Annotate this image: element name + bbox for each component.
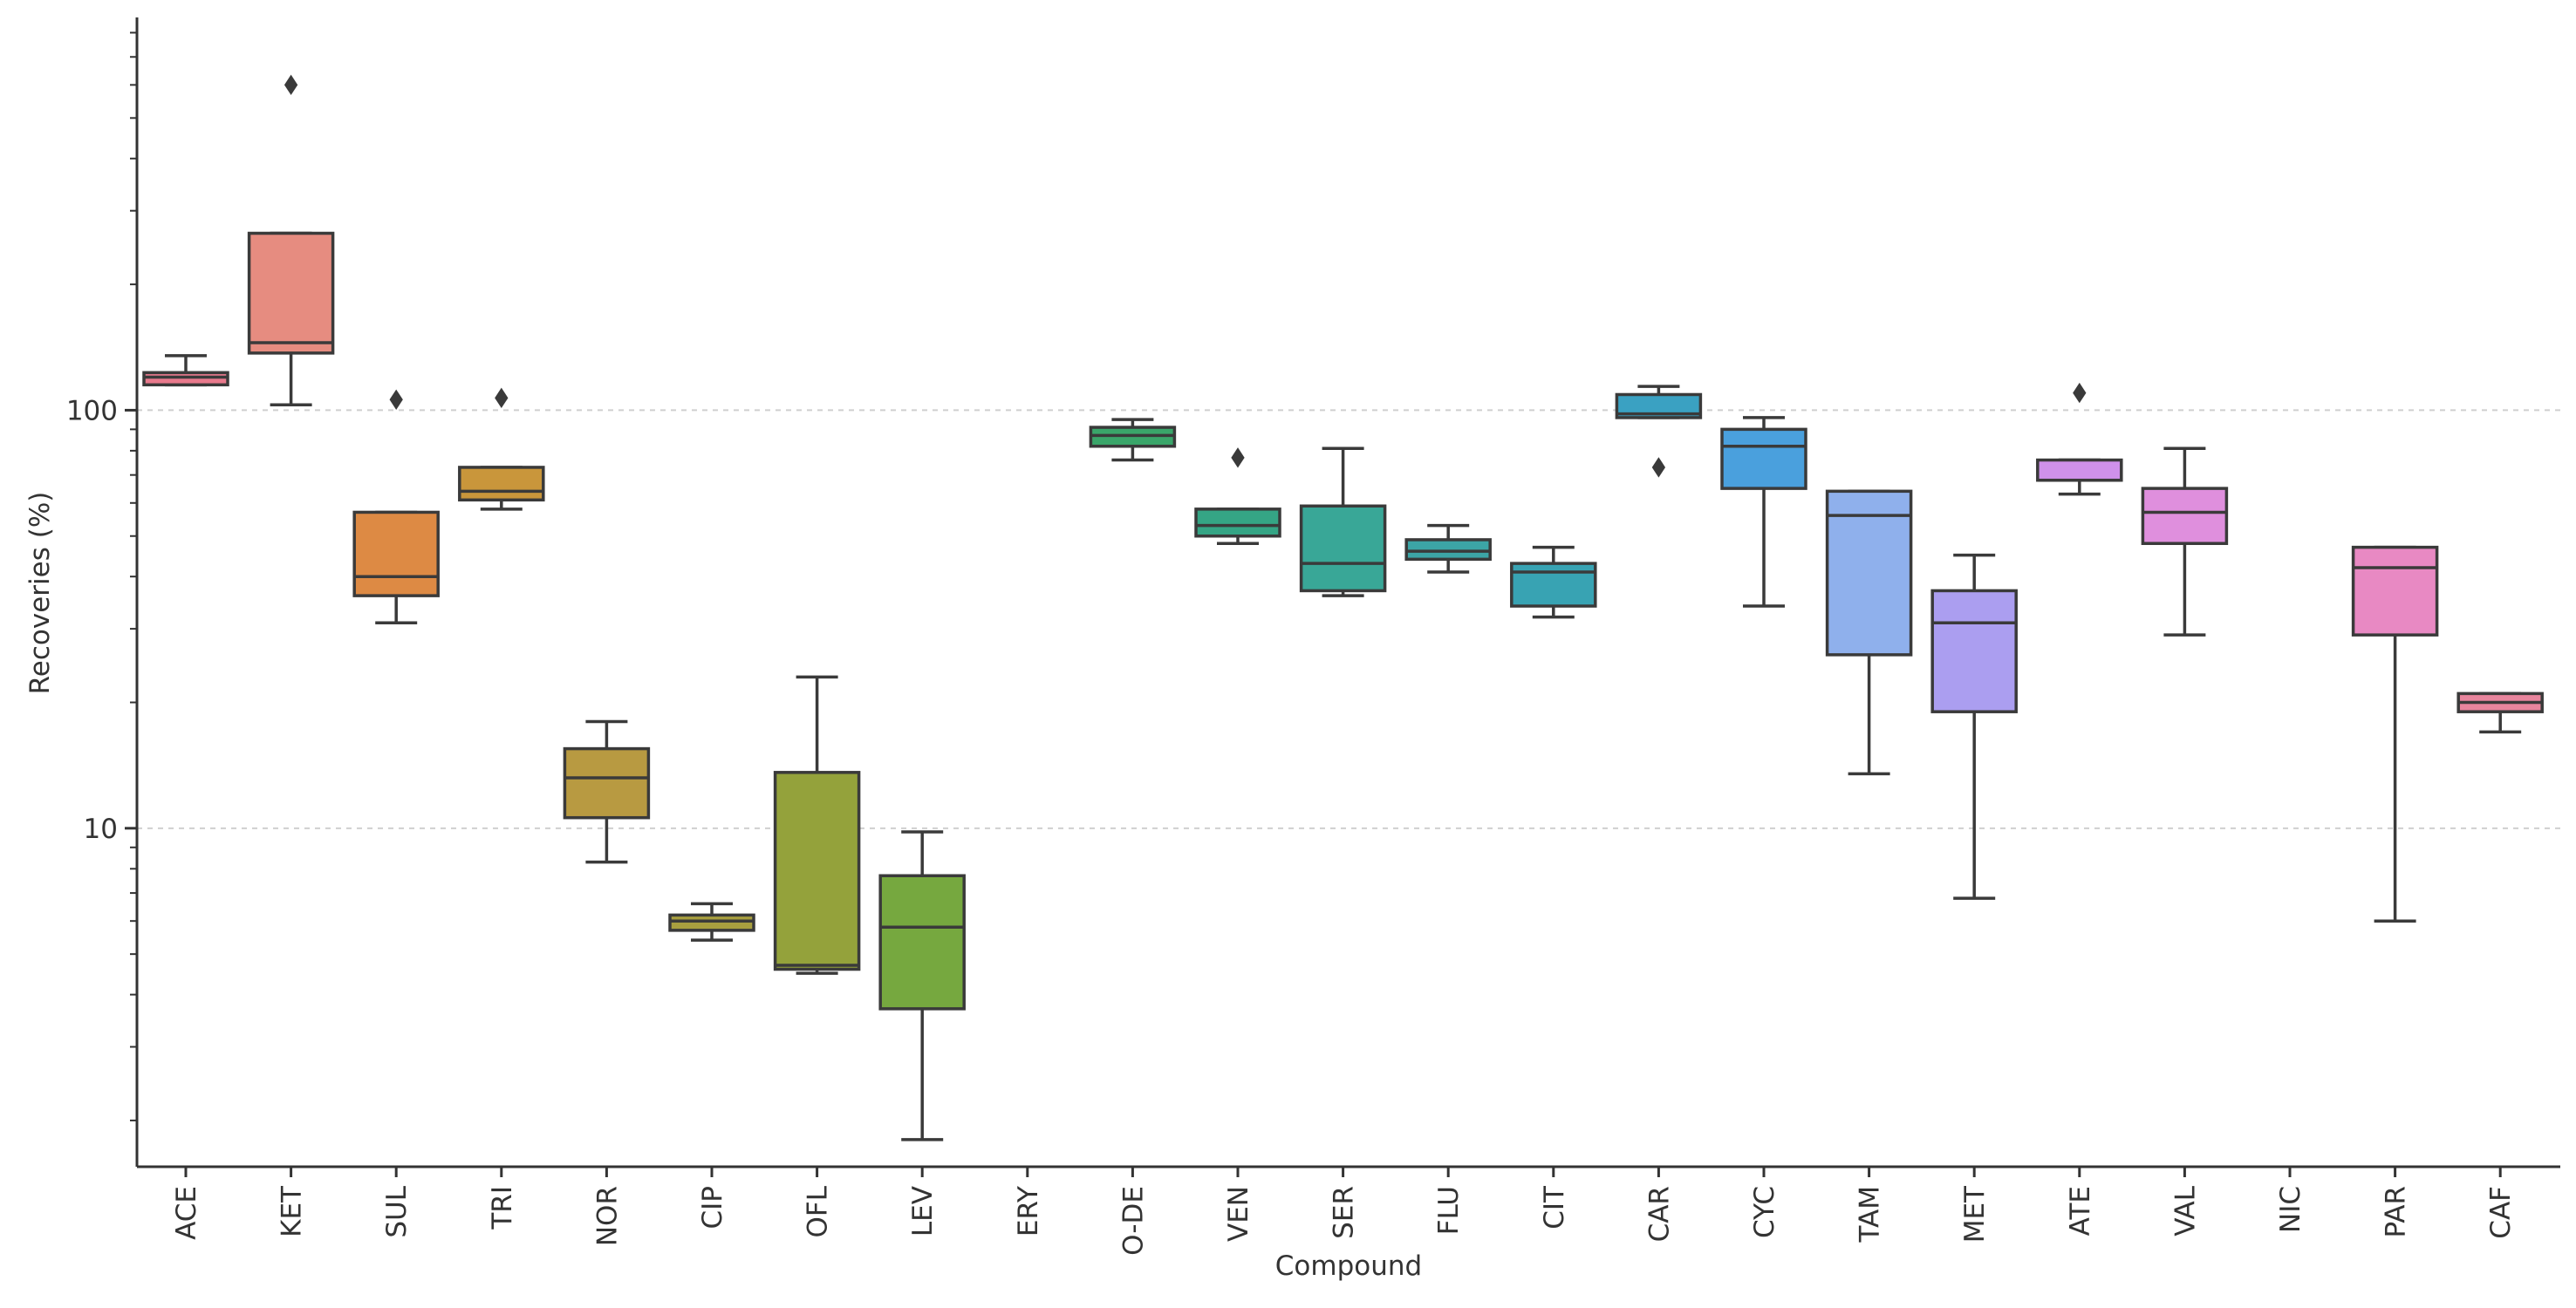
box-ofl [773,675,861,975]
box-body [563,746,651,820]
box-body [1720,427,1807,490]
x-tick-label: NIC [2275,1186,2306,1233]
x-tick-label: FLU [1433,1186,1465,1235]
box-nor [563,719,651,864]
x-tick-label: VEN [1223,1186,1254,1242]
outlier-point [1651,457,1666,478]
box-par [2351,545,2439,923]
box-body [1510,562,1597,608]
x-tick-label: TRI [487,1186,518,1230]
outlier-point [495,387,509,409]
x-tick-label: CAR [1643,1186,1675,1242]
x-ticks: ACE KET SUL TRI NOR CIP OFL LEV ERY O-DE VEN SER FLU… [171,1167,2517,1256]
box-body [1825,489,1913,657]
box-cit [1510,545,1597,619]
x-tick-label: SER [1329,1186,1360,1239]
box-body [1930,589,2018,713]
outlier-point [1231,447,1245,468]
box-body [773,771,861,971]
x-tick-label: MET [1959,1185,1991,1243]
outlier-point [284,74,298,96]
box-body [247,231,335,355]
x-tick-label: LEV [907,1186,939,1236]
outlier-point [2073,382,2087,404]
box-o-de [1089,418,1177,462]
box-tam [1825,489,1913,776]
box-body [2036,458,2123,482]
box-body [1299,504,1387,593]
boxes-layer [142,74,2544,1141]
box-ser [1299,446,1387,597]
box-body [668,913,755,932]
box-lev [878,830,966,1141]
x-tick-label: ACE [171,1186,202,1240]
x-tick-label: TAM [1855,1186,1886,1243]
box-ven [1194,447,1281,545]
box-cyc [1720,416,1807,608]
x-tick-label: ERY [1013,1186,1044,1236]
y-ticks: 10 100 [66,31,137,1121]
box-car [1615,385,1703,478]
x-tick-label: SUL [381,1185,413,1237]
box-ace [142,354,229,387]
x-tick-label: ATE [2065,1186,2096,1236]
box-body [2141,487,2229,545]
box-sul [352,389,440,625]
x-tick-label: NOR [591,1186,623,1246]
y-tick-label: 100 [66,395,118,426]
box-body [878,874,966,1011]
box-ate [2036,382,2123,496]
box-val [2141,446,2229,637]
x-tick-label: CYC [1749,1186,1780,1238]
box-cip [668,902,755,942]
y-axis-title: Recoveries (%) [24,492,56,695]
outlier-point [389,389,403,410]
x-tick-label: VAL [2169,1185,2201,1236]
box-tri [458,387,545,511]
box-body [352,510,440,597]
x-tick-label: OFL [803,1185,834,1237]
box-body [2351,545,2439,637]
box-body [1404,538,1492,562]
x-tick-label: CIT [1539,1185,1570,1230]
axes-layer [135,17,2560,1168]
y-tick-label: 10 [84,814,118,845]
box-ket [247,74,335,407]
x-tick-label: CAF [2485,1186,2517,1239]
box-flu [1404,523,1492,574]
x-tick-label: PAR [2381,1186,2412,1237]
x-tick-label: KET [277,1185,308,1237]
box-caf [2456,691,2544,734]
box-body [458,466,545,502]
box-body [142,371,229,387]
x-tick-label: CIP [697,1186,728,1229]
x-tick-label: O-DE [1117,1186,1149,1256]
box-met [1930,553,2018,900]
x-axis-title: Compound [1275,1250,1422,1282]
box-body [1194,508,1281,538]
